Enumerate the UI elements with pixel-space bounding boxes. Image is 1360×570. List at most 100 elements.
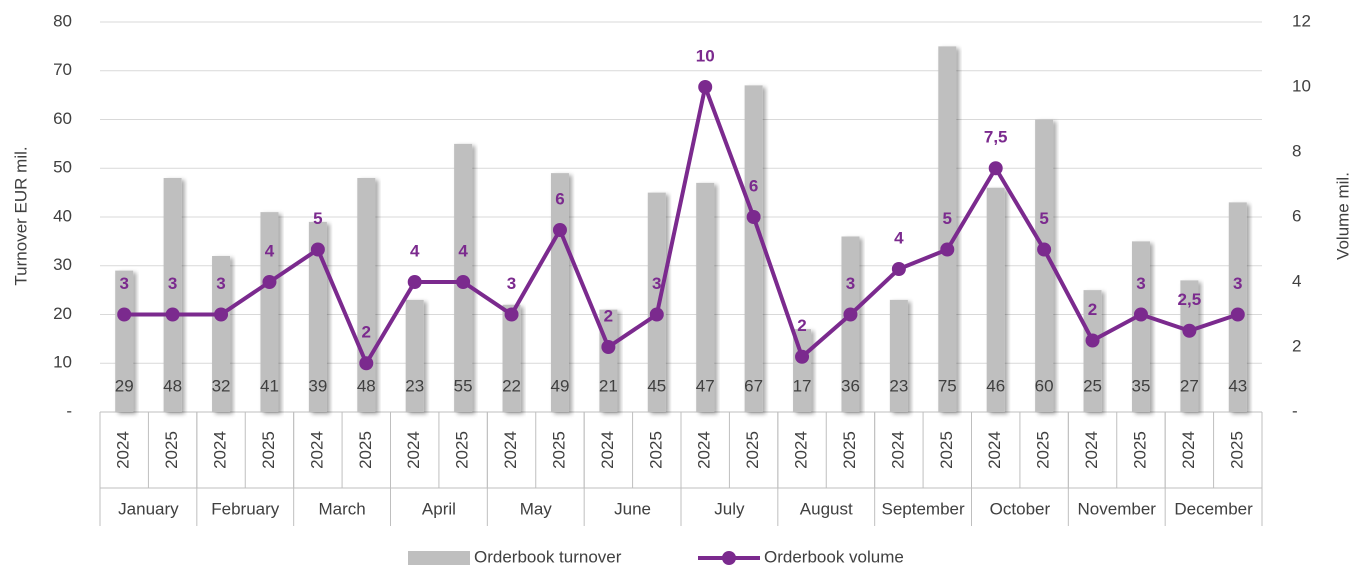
group-label: January	[118, 499, 179, 518]
line-value-label: 6	[749, 176, 758, 195]
y2-tick-label: 12	[1292, 11, 1311, 30]
line-value-label: 3	[652, 274, 661, 293]
bar	[115, 270, 134, 412]
bar-value-label: 21	[599, 376, 618, 395]
legend-swatch	[408, 551, 470, 565]
bar-value-label: 23	[405, 376, 424, 395]
y2-tick-label: 2	[1292, 336, 1301, 355]
bar	[308, 221, 327, 412]
x-tick-label: 2024	[404, 431, 423, 469]
line-marker	[1133, 307, 1148, 322]
bar-value-label: 41	[260, 376, 279, 395]
line-marker	[310, 242, 325, 257]
x-tick-label: 2025	[743, 431, 762, 469]
y-tick-label: -	[66, 401, 72, 420]
bar	[744, 85, 763, 412]
y-tick-label: 20	[53, 304, 72, 323]
group-label: November	[1078, 499, 1157, 518]
group-label: April	[422, 499, 456, 518]
line-marker	[1182, 323, 1197, 338]
group-label: October	[990, 499, 1051, 518]
line-value-label: 4	[410, 241, 420, 260]
x-tick-label: 2024	[211, 431, 230, 469]
x-tick-label: 2025	[356, 431, 375, 469]
x-tick-label: 2024	[1082, 431, 1101, 469]
x-tick-label: 2024	[307, 431, 326, 469]
line-marker	[940, 242, 955, 257]
bar	[260, 212, 279, 412]
group-label: March	[318, 499, 365, 518]
line-marker	[1230, 307, 1245, 322]
line-value-label: 10	[696, 46, 715, 65]
bar	[647, 192, 666, 412]
bar-value-label: 23	[889, 376, 908, 395]
line-value-label: 3	[846, 274, 855, 293]
x-tick-label: 2025	[1130, 431, 1149, 469]
line-value-label: 3	[216, 274, 225, 293]
bar-value-label: 39	[308, 376, 327, 395]
bar	[889, 299, 908, 412]
x-tick-label: 2024	[695, 431, 714, 469]
legend-label: Orderbook turnover	[474, 547, 622, 566]
bar-value-label: 48	[163, 376, 182, 395]
bar-value-label: 47	[696, 376, 715, 395]
x-tick-label: 2024	[501, 431, 520, 469]
legend-label: Orderbook volume	[764, 547, 904, 566]
y2-tick-label: 6	[1292, 206, 1301, 225]
legend-marker	[722, 551, 736, 565]
y2-tick-label: -	[1292, 401, 1298, 420]
y-tick-label: 50	[53, 158, 72, 177]
line-value-label: 4	[458, 241, 468, 260]
line-value-label: 3	[1136, 274, 1145, 293]
line-value-label: 2	[604, 306, 613, 325]
y2-tick-label: 8	[1292, 141, 1301, 160]
group-label: May	[520, 499, 553, 518]
bar-value-label: 43	[1228, 376, 1247, 395]
x-tick-label: 2024	[114, 431, 133, 469]
y2-tick-label: 10	[1292, 76, 1311, 95]
line-marker	[843, 307, 858, 322]
y-tick-label: 60	[53, 109, 72, 128]
line-marker	[504, 307, 519, 322]
line-marker	[988, 161, 1003, 176]
line-marker	[359, 356, 374, 371]
y-tick-label: 40	[53, 206, 72, 225]
bar-value-label: 25	[1083, 376, 1102, 395]
line-marker	[746, 210, 761, 224]
bar-value-label: 35	[1131, 376, 1150, 395]
line	[124, 79, 1239, 368]
bar-value-label: 17	[793, 376, 812, 395]
line-value-label: 3	[507, 274, 516, 293]
line-marker	[262, 275, 277, 289]
bar	[163, 178, 182, 412]
bar	[841, 236, 860, 412]
x-tick-label: 2025	[646, 431, 665, 469]
line-marker	[601, 340, 616, 354]
group-label: February	[211, 499, 280, 518]
bar	[1180, 280, 1199, 412]
bar-value-label: 49	[550, 376, 569, 395]
line-value-label: 4	[894, 228, 904, 247]
x-tick-label: 2024	[1179, 431, 1198, 469]
bar-value-label: 48	[357, 376, 376, 395]
bar	[212, 256, 231, 412]
x-tick-label: 2025	[1034, 431, 1053, 469]
bar-value-label: 60	[1035, 376, 1054, 395]
line-marker	[214, 307, 229, 322]
line-marker	[407, 275, 422, 289]
line-marker	[456, 275, 471, 289]
bar	[1083, 290, 1102, 412]
y-tick-label: 80	[53, 11, 72, 30]
y2-tick-label: 4	[1292, 271, 1301, 290]
bar-value-label: 36	[841, 376, 860, 395]
line-value-label: 2	[1088, 300, 1097, 319]
x-tick-label: 2024	[792, 431, 811, 469]
y-tick-label: 30	[53, 255, 72, 274]
line-value-label: 4	[265, 241, 275, 260]
x-tick-label: 2025	[259, 431, 278, 469]
bar	[1228, 202, 1247, 412]
line-value-label: 3	[168, 274, 177, 293]
line-marker	[795, 349, 810, 364]
line-value-label: 5	[313, 209, 322, 228]
group-label: July	[714, 499, 745, 518]
